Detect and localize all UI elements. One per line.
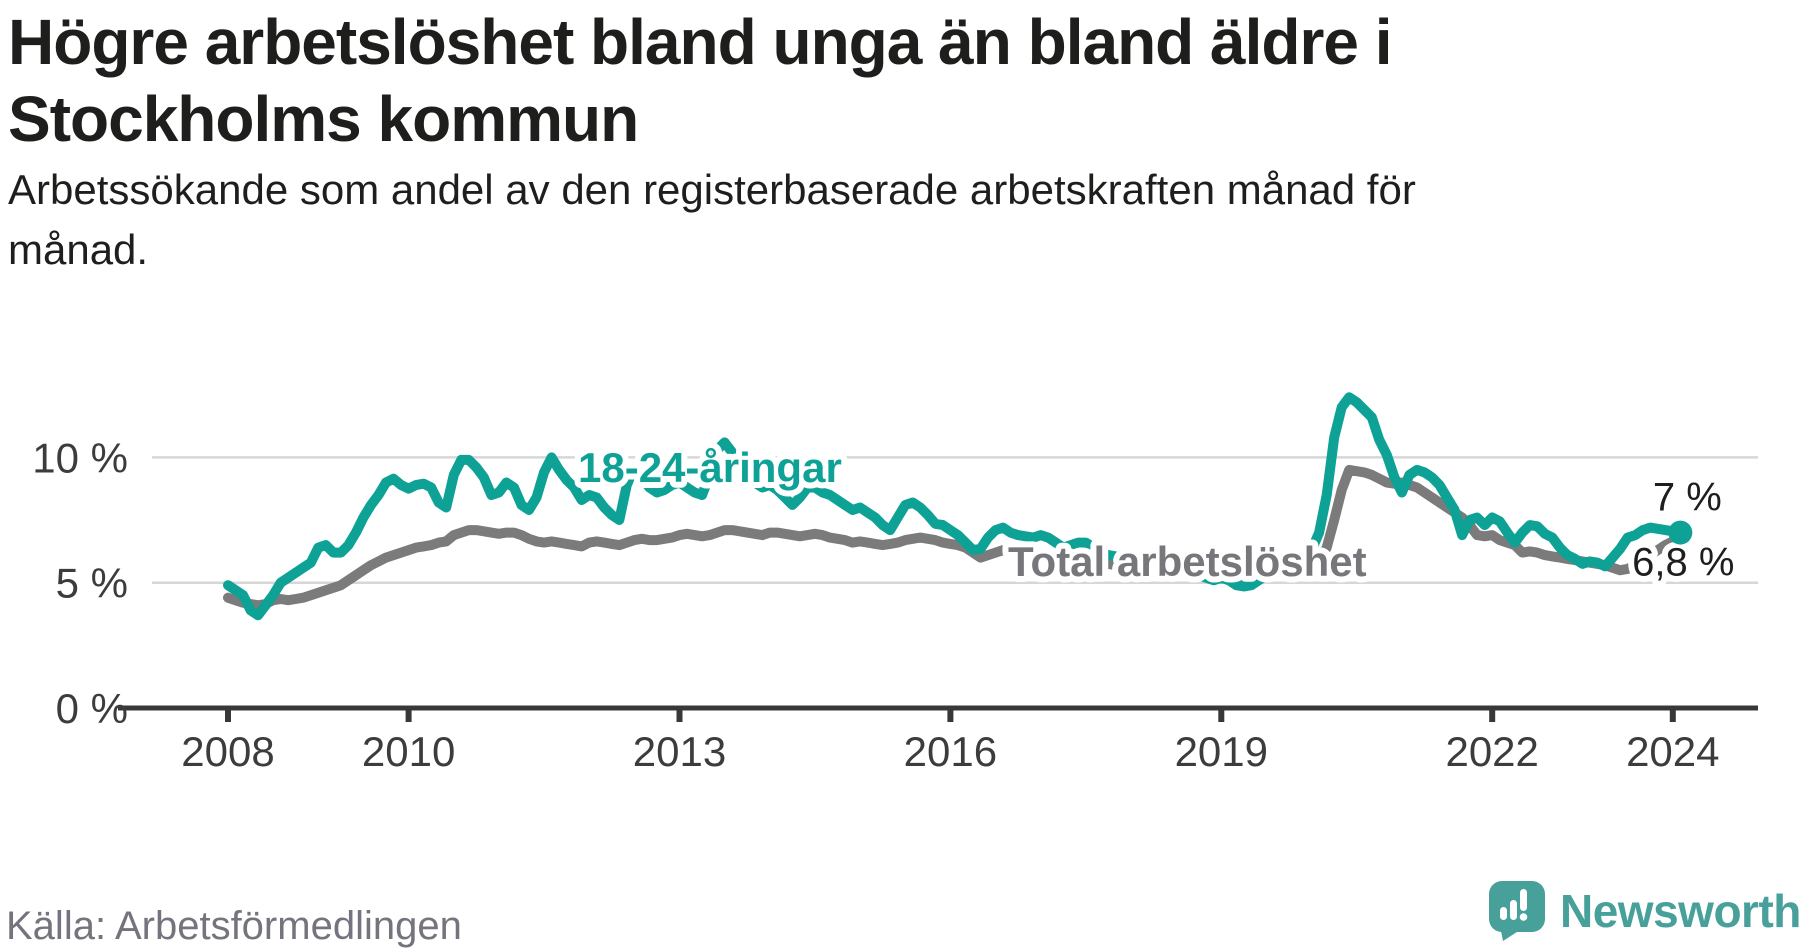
y-axis-label-5: 5 % [56, 560, 128, 607]
title-line-2: Stockholms kommun [8, 83, 639, 155]
series-label-total: Total arbetslöshet [1008, 538, 1367, 585]
y-axis-label-10: 10 % [32, 434, 128, 481]
series-end-dot [1668, 520, 1693, 545]
gridlines [152, 456, 1758, 584]
series-line-total [223, 464, 1686, 611]
y-axis-labels: 0 % 5 % 10 % [32, 434, 128, 732]
x-axis: 2008 2010 2013 2016 2019 2022 2024 [118, 705, 1758, 775]
newsworthy-icon [1489, 881, 1545, 941]
source-note: Källa: Arbetsförmedlingen [6, 904, 462, 948]
page-title: Högre arbetslöshet bland unga än bland ä… [8, 4, 1393, 158]
series-labels: 18-24-åringar Total arbetslöshet [572, 438, 1373, 591]
chart-subtitle: Arbetssökande som andel av den registerb… [8, 160, 1416, 280]
x-tick-label-2022: 2022 [1445, 728, 1538, 775]
series-label-youth: 18-24-åringar [578, 444, 842, 491]
end-value-labels: 7 % 6,8 % [1626, 476, 1740, 591]
x-tick-label-2013: 2013 [633, 728, 726, 775]
subtitle-line-2: månad. [8, 226, 149, 273]
x-tick-label-2008: 2008 [181, 728, 274, 775]
series-line-youth [223, 392, 1686, 621]
newsworthy-wordmark: Newsworthy [1560, 885, 1800, 937]
end-label-total: 6,8 % [1632, 541, 1734, 585]
x-tick-label-2019: 2019 [1175, 728, 1268, 775]
x-tick-label-2010: 2010 [362, 728, 455, 775]
subtitle-line-1: Arbetssökande som andel av den registerb… [8, 166, 1416, 213]
y-axis-label-0: 0 % [56, 685, 128, 732]
x-tick-label-2024: 2024 [1626, 728, 1719, 775]
x-axis-ticks [225, 708, 1676, 722]
x-axis-labels: 2008 2010 2013 2016 2019 2022 2024 [181, 728, 1719, 775]
x-tick-label-2016: 2016 [904, 728, 997, 775]
title-line-1: Högre arbetslöshet bland unga än bland ä… [8, 6, 1393, 78]
end-label-youth: 7 % [1653, 476, 1722, 520]
newsworthy-logo[interactable]: Newsworthy [1488, 880, 1800, 942]
